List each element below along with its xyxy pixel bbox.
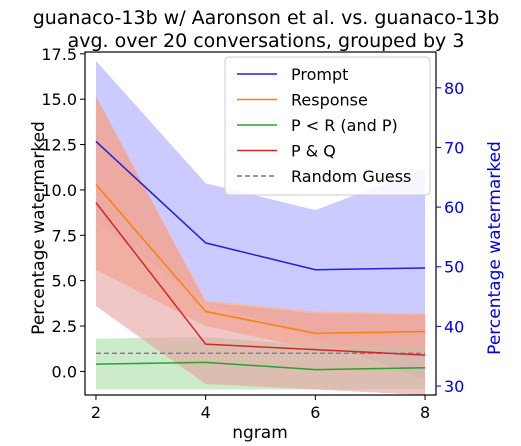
legend-box bbox=[224, 56, 431, 196]
y-tick-label-6: 15.0 bbox=[41, 90, 77, 109]
y-tick-label-7: 17.5 bbox=[41, 45, 77, 64]
y-axis-right: 30 40 50 60 70 80 bbox=[436, 79, 464, 396]
y2-axis-label: Percentage watermarked bbox=[485, 141, 505, 355]
plot-frame bbox=[84, 51, 437, 396]
series-line-3 bbox=[95, 202, 426, 356]
y-tick-label-2: 5.0 bbox=[52, 272, 77, 291]
y2-tick-label-2: 50 bbox=[444, 258, 464, 277]
band-series-3 bbox=[95, 95, 426, 396]
legend-label-2: P < R (and P) bbox=[291, 116, 398, 135]
chart-subtitle: avg. over 20 conversations, grouped by 3 bbox=[68, 30, 465, 52]
y2-tick-label-4: 70 bbox=[444, 138, 464, 157]
band-series-0 bbox=[95, 60, 426, 381]
y-tick-label-5: 12.5 bbox=[41, 136, 77, 155]
series-line-0 bbox=[95, 140, 426, 271]
y-tick-label-3: 7.5 bbox=[52, 226, 77, 245]
x-tick-label-0: 2 bbox=[91, 403, 101, 422]
x-tick-label-3: 8 bbox=[420, 403, 430, 422]
legend: Prompt Response P < R (and P) P & Q Random G… bbox=[224, 56, 431, 196]
legend-label-1: Response bbox=[291, 91, 368, 110]
x-axis: 2 4 6 8 bbox=[91, 395, 430, 422]
legend-label-3: P & Q bbox=[291, 142, 336, 161]
legend-label-0: Prompt bbox=[291, 65, 348, 84]
y-tick-label-4: 10.0 bbox=[41, 181, 77, 200]
y-tick-label-0: 0.0 bbox=[52, 362, 77, 381]
y2-tick-label-0: 30 bbox=[444, 377, 464, 396]
y2-tick-label-3: 60 bbox=[444, 198, 464, 217]
series-line-2 bbox=[95, 361, 426, 371]
x-axis-label: ngram bbox=[232, 423, 288, 443]
confidence-bands bbox=[95, 60, 426, 396]
legend-label-4: Random Guess bbox=[291, 167, 411, 186]
y-tick-label-1: 2.5 bbox=[52, 317, 77, 336]
y2-tick-label-5: 80 bbox=[444, 79, 464, 98]
x-tick-label-1: 4 bbox=[201, 403, 211, 422]
series-line-1 bbox=[95, 183, 426, 335]
chart-title: guanaco-13b w/ Aaronson et al. vs. guana… bbox=[33, 7, 500, 29]
y-axis-label: Percentage watermarked bbox=[29, 121, 49, 335]
y2-tick-label-1: 40 bbox=[444, 317, 464, 336]
x-tick-label-2: 6 bbox=[310, 403, 320, 422]
series-lines bbox=[95, 140, 426, 371]
y-axis-left: 0.0 2.5 5.0 7.5 10.0 12.5 15.0 17.5 bbox=[41, 45, 85, 381]
